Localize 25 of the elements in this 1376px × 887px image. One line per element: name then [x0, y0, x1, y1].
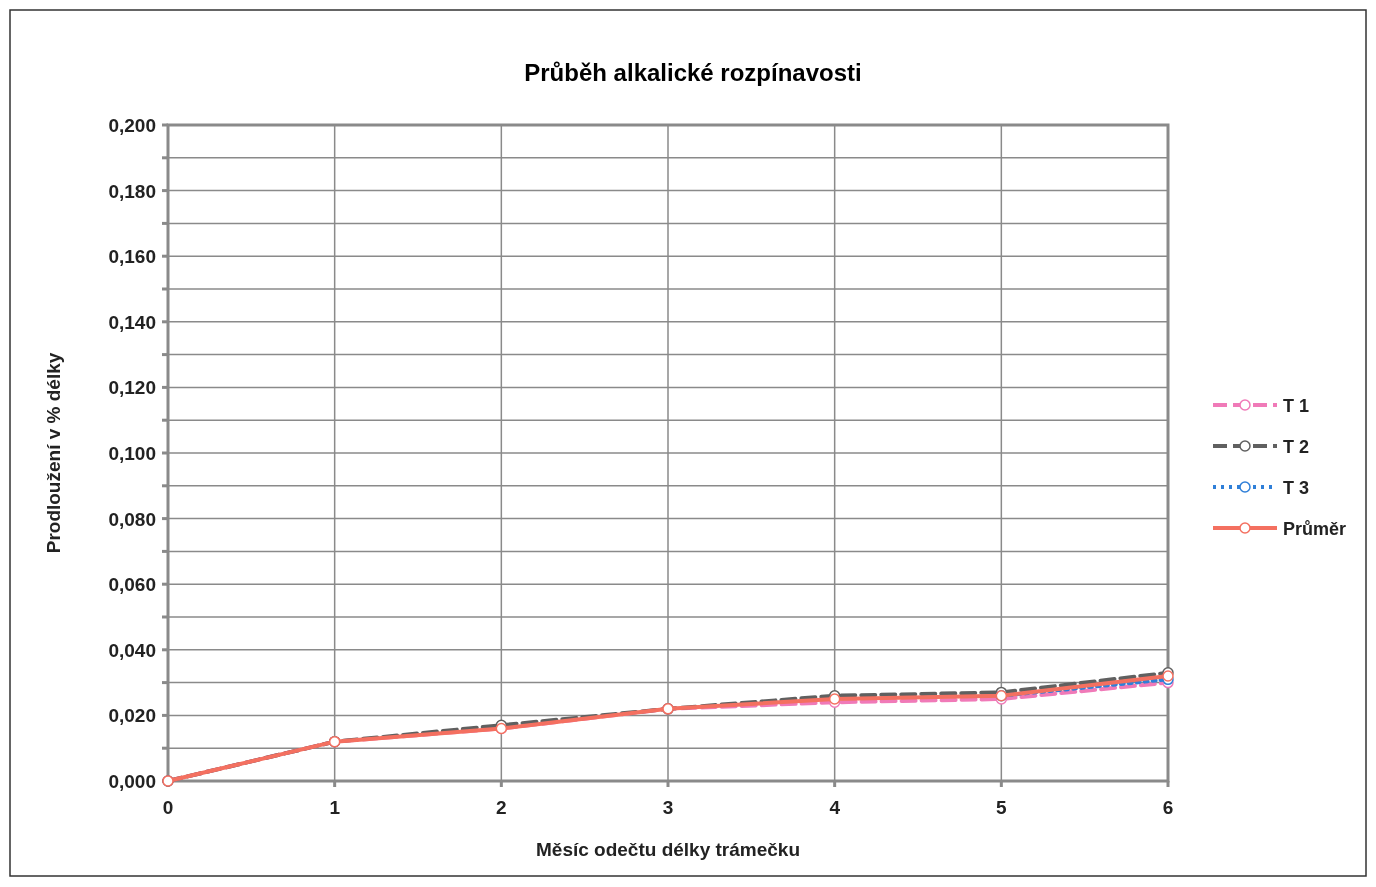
x-tick-label: 5 [996, 797, 1008, 818]
y-tick-label: 0,200 [108, 115, 156, 136]
x-axis-title: Měsíc odečtu délky trámečku [536, 839, 800, 860]
y-tick-label: 0,100 [108, 443, 156, 464]
x-tick-label: 3 [662, 797, 674, 818]
y-tick-label: 0,060 [108, 574, 156, 596]
legend-label: T 3 [1283, 478, 1310, 498]
x-tick-label: 0 [162, 797, 174, 818]
y-tick-label: 0,000 [108, 771, 156, 792]
y-tick-label: 0,140 [108, 311, 156, 333]
chart-title: Průběh alkalické rozpínavosti [524, 59, 862, 86]
y-tick-label: 0,080 [108, 508, 156, 530]
legend-label: T 2 [1283, 437, 1310, 457]
y-tick-label: 0,180 [108, 180, 156, 202]
y-tick-label: 0,020 [108, 705, 156, 727]
x-tick-label: 4 [829, 797, 841, 818]
y-tick-label: 0,160 [108, 246, 156, 268]
x-tick-label: 2 [496, 797, 507, 818]
y-axis-title: Prodloužení v % délky [43, 352, 64, 554]
legend-label: Průměr [1283, 519, 1347, 539]
x-tick-label: 6 [1162, 797, 1174, 818]
legend-label: T 1 [1283, 396, 1310, 416]
x-tick-label: 1 [329, 797, 341, 818]
y-tick-label: 0,040 [108, 639, 156, 661]
y-tick-label: 0,120 [108, 377, 156, 399]
